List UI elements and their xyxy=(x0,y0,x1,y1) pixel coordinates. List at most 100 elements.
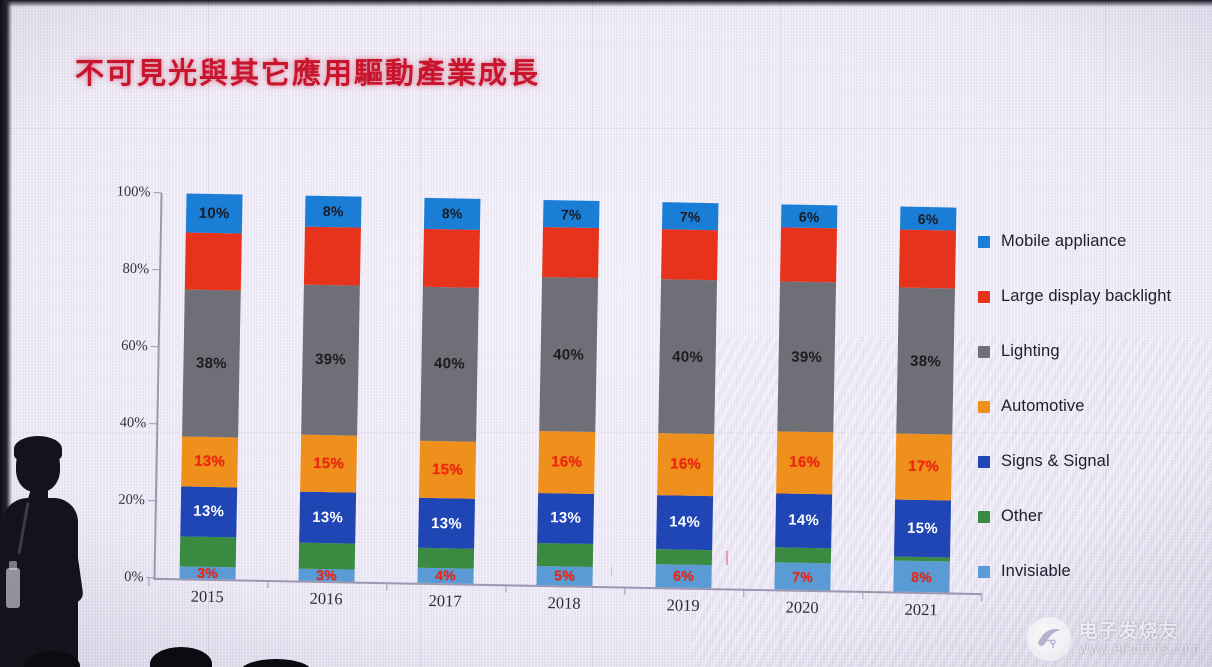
bar-segment: 39% xyxy=(301,284,360,436)
elecfans-circuit-logo-icon xyxy=(1026,617,1071,661)
panel-seam xyxy=(0,128,1212,129)
bar-segment-label: 3% xyxy=(316,567,338,584)
legend-item[interactable]: Large display backlight xyxy=(978,269,1203,324)
bar-segment-label: 10% xyxy=(198,204,230,223)
bar-segment-label: 13% xyxy=(550,509,582,527)
bar-segment: 13% xyxy=(537,492,595,544)
bar-segment: 7% xyxy=(661,202,719,231)
x-axis-tick-mark xyxy=(623,586,626,595)
bar-segment: 13% xyxy=(299,492,357,544)
bar-segment-label: 6% xyxy=(798,208,820,225)
audience-head xyxy=(240,659,312,667)
bar-segment-label: 13% xyxy=(194,452,226,471)
legend-item[interactable]: Automotive xyxy=(978,379,1203,434)
legend-label: Invisiable xyxy=(1001,562,1071,580)
legend-swatch-icon xyxy=(978,565,990,578)
screen-artifact xyxy=(611,567,613,576)
bar-segment: 15% xyxy=(419,440,477,500)
bar-segment xyxy=(179,536,237,568)
x-axis-categories: 2015 2016 2017 2018 2019 2020 2021 xyxy=(111,175,991,620)
bar-stack: 6% 14% 16% 40% 7% xyxy=(655,202,719,589)
bar-segment-label: 8% xyxy=(911,568,933,585)
x-axis-category-label: 2019 xyxy=(666,595,700,615)
x-axis-tick-mark xyxy=(742,588,745,597)
legend-item[interactable]: Signs & Signal xyxy=(978,434,1203,489)
bar-segment xyxy=(184,231,242,291)
bar-segment-label: 6% xyxy=(917,210,939,227)
y-axis-tick-mark xyxy=(150,346,159,348)
legend-item[interactable]: Lighting xyxy=(978,324,1203,379)
bar-segment-label: 7% xyxy=(792,568,814,585)
bar-segment: 38% xyxy=(182,289,241,438)
projection-edge-top xyxy=(0,0,1212,7)
bar-segment-label: 15% xyxy=(431,460,464,479)
x-axis-category-label: 2017 xyxy=(428,590,462,611)
plot-area: 0% 20% 40% 60% 80% 100% 3% 13% 13% 38% 10% 3% 13% 15… xyxy=(103,175,991,621)
bar-segment xyxy=(898,229,957,289)
screen-artifact xyxy=(726,551,728,565)
watermark-url: www.elecfans.com xyxy=(1078,640,1200,656)
watermark: 电子发烧友 www.elecfans.com xyxy=(1026,617,1200,661)
bar-segment: 6% xyxy=(900,206,957,231)
bar-segment: 8% xyxy=(423,197,481,230)
legend-item[interactable]: Invisiable xyxy=(978,544,1203,599)
bar-segment-label: 15% xyxy=(313,454,345,473)
bar-segment: 14% xyxy=(775,493,833,549)
bar-segment: 13% xyxy=(418,498,476,550)
bar-segment-label: 7% xyxy=(679,208,701,225)
legend-swatch-icon xyxy=(978,235,990,248)
bar-segment-label: 17% xyxy=(908,458,940,476)
bar-segment-label: 8% xyxy=(322,203,344,220)
bar-segment: 5% xyxy=(536,565,593,586)
bar-segment-label: 6% xyxy=(673,567,695,585)
bar-segment-label: 38% xyxy=(909,352,942,370)
x-axis-tick-mark xyxy=(266,580,269,589)
bar-segment: 38% xyxy=(896,287,955,435)
bar-segment-label: 38% xyxy=(195,354,228,373)
bar-segment: 40% xyxy=(658,279,718,435)
bar-segment: 6% xyxy=(655,564,712,589)
bar-segment-label: 13% xyxy=(430,514,463,533)
x-axis-tick-mark xyxy=(147,577,150,586)
bar-segment: 7% xyxy=(543,200,600,228)
bar-segment xyxy=(542,226,599,279)
bar-segment-label: 16% xyxy=(670,455,702,474)
bar-segment: 39% xyxy=(777,281,837,433)
legend-label: Lighting xyxy=(1001,342,1060,360)
bar-group: 3% 13% 13% 38% 10% 3% 13% 15% 39% 8% 4% 13% 15% 40% 8%… xyxy=(111,175,991,602)
bar-segment-label: 13% xyxy=(193,502,225,521)
bar-segment-label: 39% xyxy=(314,350,347,369)
projection-edge-left xyxy=(0,0,12,667)
chart-legend: Mobile appliance Large display backlight L… xyxy=(978,214,1203,599)
audience-head xyxy=(24,651,80,667)
y-axis-tick-mark xyxy=(152,269,161,271)
x-axis-category-label: 2018 xyxy=(547,593,581,613)
bar-segment: 15% xyxy=(300,434,358,494)
bar-segment: 10% xyxy=(185,193,243,233)
y-axis-line xyxy=(153,192,163,579)
y-axis-tick-label: 60% xyxy=(121,337,148,355)
bar-segment-label: 14% xyxy=(668,513,701,531)
legend-item[interactable]: Other xyxy=(978,489,1203,544)
bar-segment-label: 3% xyxy=(197,564,219,582)
bar-segment: 8% xyxy=(304,195,362,228)
legend-label: Mobile appliance xyxy=(1001,232,1127,250)
y-axis-tick-label: 80% xyxy=(122,260,150,278)
bar-stack: 5% 13% 16% 40% 7% xyxy=(536,200,600,586)
bar-stack: 7% 14% 16% 39% 6% xyxy=(774,204,838,591)
y-axis-tick-mark xyxy=(153,192,162,194)
bar-segment-label: 5% xyxy=(554,567,576,585)
bar-segment: 7% xyxy=(774,562,831,591)
bar-segment-label: 7% xyxy=(560,205,582,223)
bar-segment xyxy=(422,228,480,288)
bar-stack: 4% 13% 15% 40% 8% xyxy=(417,197,481,584)
bar-segment: 3% xyxy=(179,564,236,582)
bar-segment xyxy=(780,227,838,283)
x-axis-category-label: 2020 xyxy=(785,597,819,618)
bar-segment xyxy=(774,546,832,564)
bar-segment-label: 39% xyxy=(791,348,823,366)
legend-item[interactable]: Mobile appliance xyxy=(978,214,1203,269)
x-axis-category-label: 2015 xyxy=(190,586,224,607)
bar-segment xyxy=(303,226,361,286)
